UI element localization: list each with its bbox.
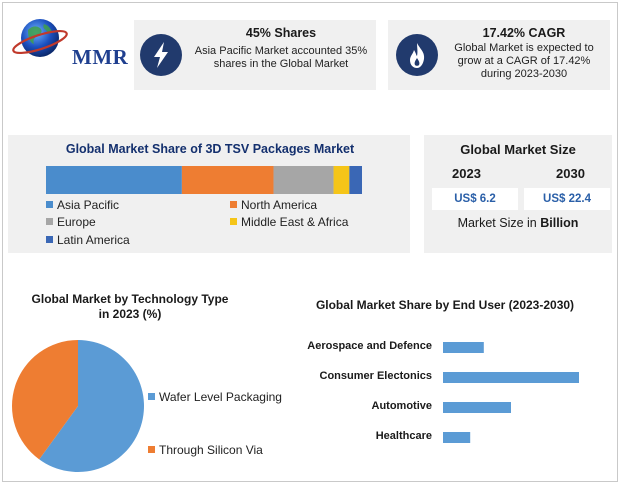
bar-healthcare <box>443 432 471 443</box>
legend-item-latin-america: Latin America <box>46 233 130 247</box>
size-note-prefix: Market Size in <box>457 216 541 230</box>
legend-label: Europe <box>57 215 96 229</box>
category-label-healthcare: Healthcare <box>375 430 432 442</box>
legend-item-north-america: North America <box>230 198 317 212</box>
stack-segment-asia-pacific <box>46 166 182 194</box>
value-2023: US$ 6.2 <box>432 188 518 210</box>
lightning-icon <box>140 34 182 76</box>
bar-aerospace-and-defence <box>443 342 484 353</box>
market-share-panel <box>8 135 410 253</box>
legend-swatch <box>148 393 155 400</box>
stat-title-cagr: 17.42% CAGR <box>482 26 566 40</box>
legend-swatch <box>148 446 155 453</box>
stack-segment-europe <box>273 166 334 194</box>
category-label-automotive: Automotive <box>371 400 433 412</box>
stacked-share-bar <box>46 166 362 194</box>
legend-item-middle-east-africa: Middle East & Africa <box>230 215 348 229</box>
year-2030: 2030 <box>556 166 585 181</box>
legend-swatch <box>46 201 53 208</box>
logo: MMR <box>10 12 129 69</box>
stack-segment-middle-east-africa <box>333 166 350 194</box>
legend-item-asia-pacific: Asia Pacific <box>46 198 119 212</box>
category-label-consumer-electonics: Consumer Electonics <box>319 370 432 382</box>
logo-text: MMR <box>72 45 129 69</box>
stack-segment-latin-america <box>349 166 362 194</box>
stat-text-shares: Asia Pacific Market accounted 35% shares… <box>194 45 368 70</box>
legend-label: Wafer Level Packaging <box>159 390 282 404</box>
pie-legend-through-silicon-via: Through Silicon Via <box>148 443 263 457</box>
flame-icon <box>396 34 438 76</box>
legend-item-europe: Europe <box>46 215 96 229</box>
value-2030: US$ 22.4 <box>524 188 610 210</box>
technology-pie-chart <box>11 340 144 472</box>
category-label-aerospace-and-defence: Aerospace and Defence <box>307 340 432 352</box>
legend-swatch <box>46 218 53 225</box>
pie-slice-wafer-level-packaging <box>39 340 144 472</box>
legend-label: North America <box>241 198 318 212</box>
infographic-frame <box>2 2 618 482</box>
year-2023: 2023 <box>452 166 481 181</box>
legend-swatch <box>230 201 237 208</box>
legend-label: Middle East & Africa <box>241 215 349 229</box>
hbar-chart-title: Global Market Share by End User (2023-20… <box>315 298 575 312</box>
bar-automotive <box>443 402 511 413</box>
bar-consumer-electonics <box>443 372 579 383</box>
market-size-note: Market Size in Billion <box>428 216 608 230</box>
legend-swatch <box>230 218 237 225</box>
size-note-unit: Billion <box>540 216 579 230</box>
market-size-title: Global Market Size <box>460 142 576 157</box>
pie-legend-wafer-level-packaging: Wafer Level Packaging <box>148 390 282 404</box>
end-user-bar-chart <box>443 342 579 443</box>
pie-slice-through-silicon-via <box>11 340 78 460</box>
stat-text-cagr: Global Market is expected to grow at a C… <box>454 42 594 80</box>
legend-label: Through Silicon Via <box>159 443 263 457</box>
globe-icon <box>12 19 68 57</box>
legend-label: Asia Pacific <box>57 198 120 212</box>
stack-segment-north-america <box>181 166 274 194</box>
pie-chart-title: Global Market by Technology Type in 2023… <box>31 292 229 321</box>
stat-title-shares: 45% Shares <box>245 26 317 40</box>
legend-label: Latin America <box>57 233 130 247</box>
market-share-title: Global Market Share of 3D TSV Packages M… <box>65 142 355 156</box>
legend-swatch <box>46 236 53 243</box>
